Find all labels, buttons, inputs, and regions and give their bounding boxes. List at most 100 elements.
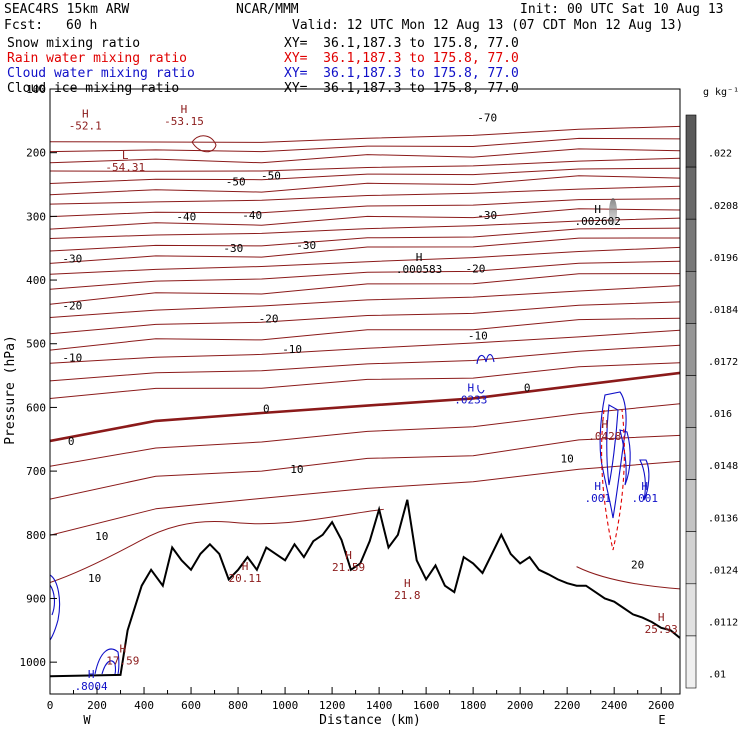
contour-label: -10 bbox=[62, 352, 82, 365]
contour-label: 10 bbox=[290, 463, 303, 476]
model-title: SEAC4RS 15km ARW bbox=[4, 2, 130, 17]
x-tick-label: 2400 bbox=[601, 699, 628, 712]
extremum-value: 20.11 bbox=[229, 572, 262, 585]
contour-label: 20 bbox=[631, 559, 644, 572]
x-tick-label: 200 bbox=[87, 699, 107, 712]
hydrometeor-contours bbox=[50, 135, 650, 675]
cloud-water-contour bbox=[599, 391, 627, 519]
colorbar-swatch bbox=[685, 479, 697, 533]
x-tick-label: 800 bbox=[228, 699, 248, 712]
colorbar-tick-label: .016 bbox=[708, 409, 732, 420]
extremum-value: 25.93 bbox=[645, 623, 678, 636]
cloud-water-contour bbox=[619, 429, 631, 486]
terrain-line bbox=[50, 499, 680, 678]
colorbar-swatch bbox=[685, 427, 697, 480]
contour-label: -30 bbox=[62, 252, 82, 265]
temperature-contour bbox=[50, 329, 680, 364]
temperature-contour bbox=[50, 508, 384, 584]
east-label: E bbox=[658, 713, 665, 727]
extremum-value: .001 bbox=[584, 492, 611, 505]
valid-time: Valid: 12 UTC Mon 12 Aug 13 (07 CDT Mon … bbox=[292, 18, 684, 33]
colorbar-tick-label: .01 bbox=[708, 670, 726, 681]
rain-water-contour bbox=[601, 409, 625, 551]
x-tick-label: 1400 bbox=[366, 699, 393, 712]
temperature-contour bbox=[50, 208, 680, 230]
extrema-labels: H-52.1H-53.15L-54.31H.000583H.002602H.02… bbox=[69, 103, 678, 693]
x-tick-label: 1800 bbox=[460, 699, 487, 712]
colorbar-tick-label: .022 bbox=[708, 149, 732, 160]
colorbar-tick-label: .0184 bbox=[708, 305, 738, 316]
extremum-marker: H bbox=[594, 480, 601, 493]
extremum-value: .0233 bbox=[454, 394, 487, 407]
extremum-marker: H bbox=[82, 108, 89, 121]
contour-label: -10 bbox=[282, 343, 302, 356]
field-cloudice-name: Cloud ice mixing ratio bbox=[7, 81, 180, 96]
y-axis-title: Pressure (hPa) bbox=[3, 335, 18, 445]
contour-label: -70 bbox=[477, 112, 497, 125]
y-tick-label: 300 bbox=[26, 210, 46, 223]
contour-label: -40 bbox=[242, 209, 262, 222]
colorbar-unit: g kg⁻¹ bbox=[703, 87, 739, 98]
temperature-contour bbox=[50, 260, 680, 290]
extremum-value: .001 bbox=[631, 492, 658, 505]
x-tick-label: 400 bbox=[134, 699, 154, 712]
extremum-marker: H bbox=[120, 643, 127, 656]
x-tick-label: 2600 bbox=[648, 699, 675, 712]
extremum-value: .8004 bbox=[75, 680, 108, 693]
colorbar-swatch bbox=[685, 166, 697, 220]
field-cloudwater-name: Cloud water mixing ratio bbox=[7, 66, 195, 81]
extremum-marker: H bbox=[594, 203, 601, 216]
plot-frame bbox=[49, 88, 681, 695]
extremum-marker: H bbox=[88, 668, 95, 681]
x-tick-label: 600 bbox=[181, 699, 201, 712]
colorbar-tick-label: .0172 bbox=[708, 357, 738, 368]
x-axis: 0 200 400 600 800 1000 1200 1400 1600 1800 2000 220… bbox=[47, 687, 675, 712]
contour-label: -30 bbox=[296, 239, 316, 252]
colorbar-swatch bbox=[685, 583, 697, 637]
extremum-marker: H bbox=[658, 611, 665, 624]
field-rain-xy: XY= 36.1,187.3 to 175.8, 77.0 bbox=[284, 51, 519, 66]
contour-label: -30 bbox=[477, 209, 497, 222]
y-tick-label: 400 bbox=[26, 274, 46, 287]
contour-label: 10 bbox=[561, 452, 574, 465]
west-label: W bbox=[83, 713, 91, 727]
temperature-contour bbox=[50, 157, 680, 172]
colorbar-swatch bbox=[685, 635, 697, 689]
temperature-contour bbox=[50, 246, 680, 275]
extremum-value: -52.1 bbox=[69, 120, 102, 133]
cloud-water-contour bbox=[50, 584, 55, 616]
colorbar-tick-label: .0124 bbox=[708, 565, 738, 576]
init-time: Init: 00 UTC Sat 10 Aug 13 bbox=[520, 2, 724, 17]
temperature-contour bbox=[50, 185, 680, 205]
field-snow-xy: XY= 36.1,187.3 to 175.8, 77.0 bbox=[284, 36, 519, 51]
contour-label: 0 bbox=[524, 382, 531, 395]
contour-label: -20 bbox=[466, 263, 486, 276]
temperature-contour bbox=[50, 434, 680, 500]
extremum-value: .002602 bbox=[575, 215, 621, 228]
extremum-value: 21.59 bbox=[332, 561, 365, 574]
x-axis-title: Distance (km) bbox=[319, 713, 421, 728]
temperature-contour bbox=[50, 403, 680, 467]
extremum-marker: H bbox=[416, 251, 423, 264]
field-cloudwater-xy: XY= 36.1,187.3 to 175.8, 77.0 bbox=[284, 66, 519, 81]
y-tick-label: 1000 bbox=[20, 656, 47, 669]
contour-label: 10 bbox=[88, 572, 101, 585]
y-tick-label: 200 bbox=[26, 147, 46, 160]
x-tick-label: 0 bbox=[47, 699, 54, 712]
temperature-contour bbox=[50, 273, 680, 305]
temperature-contour bbox=[50, 285, 680, 318]
colorbar-tick-label: .0196 bbox=[708, 253, 738, 264]
temperature-contour bbox=[50, 344, 680, 382]
extremum-marker: H bbox=[641, 480, 648, 493]
center-label: NCAR/MMM bbox=[236, 2, 299, 17]
y-tick-label: 800 bbox=[26, 529, 46, 542]
field-rain-name: Rain water mixing ratio bbox=[7, 51, 188, 66]
colorbar-swatch bbox=[685, 323, 697, 376]
extremum-marker: H bbox=[242, 560, 249, 573]
temperature-contour bbox=[50, 167, 680, 184]
extremum-marker: H bbox=[181, 103, 188, 116]
contour-label: -20 bbox=[62, 300, 82, 313]
extremum-marker: H bbox=[404, 577, 411, 590]
